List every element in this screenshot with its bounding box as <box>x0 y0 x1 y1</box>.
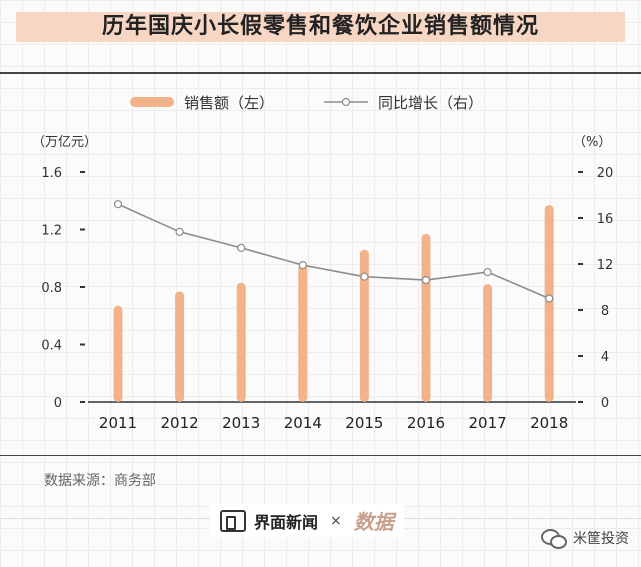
title-highlight <box>16 12 625 42</box>
legend-line-label: 同比增长（右） <box>378 94 483 112</box>
source-note: 数据来源：商务部 <box>44 473 156 489</box>
legend: 销售额（左） 同比增长（右） <box>130 94 483 112</box>
x-axis-labels: 2011 2012 2013 2014 2015 2016 2017 2018 <box>99 414 568 432</box>
y-right-tick-label: 0 <box>601 396 609 411</box>
growth-point-2018 <box>545 294 554 303</box>
y-left-tick-label: 0.8 <box>41 281 62 296</box>
legend-line-marker <box>341 97 351 107</box>
bar-series <box>113 205 554 402</box>
y-right-tick-label: 20 <box>597 166 614 181</box>
y-right-tick-label: 4 <box>601 350 609 365</box>
title-divider <box>0 72 641 74</box>
y-right-axis-label: （%） <box>573 135 611 150</box>
chart-title: 历年国庆小长假零售和餐饮企业销售额情况 <box>101 14 539 39</box>
x-tick-label: 2018 <box>530 414 568 432</box>
growth-point-2011 <box>113 200 123 209</box>
footer-divider <box>0 455 641 456</box>
bar-2017 <box>483 284 493 402</box>
y-left-tick-label: 1.6 <box>41 166 62 181</box>
wechat-watermark: 米筐投资 <box>541 527 629 549</box>
x-tick-label: 2014 <box>284 414 322 432</box>
jiemian-logo-icon <box>220 509 246 532</box>
brand-separator: × <box>330 512 342 529</box>
bar-2016 <box>421 233 431 402</box>
x-tick-label: 2015 <box>345 414 383 432</box>
growth-point-2013 <box>237 243 246 252</box>
wechat-icon <box>541 527 567 549</box>
legend-bar-swatch <box>130 97 174 107</box>
y-left-tick-label: 1.2 <box>41 224 62 239</box>
x-tick-label: 2016 <box>407 414 445 432</box>
x-tick-label: 2011 <box>99 414 137 432</box>
bar-2012 <box>175 291 185 402</box>
bar-2011 <box>113 305 123 402</box>
bar-2015 <box>359 249 369 402</box>
x-tick-label: 2017 <box>469 414 507 432</box>
chart-area: 销售额（左） 同比增长（右） （万亿元） （%） 0 0.4 0.8 1.2 1.6 0… <box>32 94 613 432</box>
bar-2018 <box>544 205 554 402</box>
x-tick-label: 2012 <box>161 414 199 432</box>
bar-2014 <box>298 264 308 402</box>
legend-bar-label: 销售额（左） <box>184 94 274 112</box>
y-right-tick-label: 8 <box>601 304 609 319</box>
x-tick-label: 2013 <box>222 414 260 432</box>
growth-line-series <box>113 200 554 303</box>
brand-name: 界面新闻 <box>254 512 319 532</box>
y-right-ticks: 0 4 8 12 16 20 <box>578 166 613 411</box>
partner-logo: 数据 <box>353 510 394 534</box>
growth-point-2012 <box>175 227 184 236</box>
growth-point-2015 <box>360 272 369 281</box>
growth-point-2016 <box>421 276 431 285</box>
y-left-axis-label: （万亿元） <box>32 135 97 150</box>
footer-logo-group: 界面新闻 × 数据 <box>210 504 404 537</box>
y-left-ticks: 0 0.4 0.8 1.2 1.6 <box>41 166 85 411</box>
y-left-tick-label: 0.4 <box>41 339 62 354</box>
watermark-text: 米筐投资 <box>573 531 629 547</box>
growth-point-2014 <box>298 261 307 270</box>
growth-point-2017 <box>483 267 492 277</box>
y-right-tick-label: 12 <box>597 258 614 273</box>
bar-2013 <box>236 282 246 402</box>
y-left-tick-label: 0 <box>54 396 62 411</box>
growth-line <box>117 203 550 300</box>
y-right-tick-label: 16 <box>597 212 614 227</box>
